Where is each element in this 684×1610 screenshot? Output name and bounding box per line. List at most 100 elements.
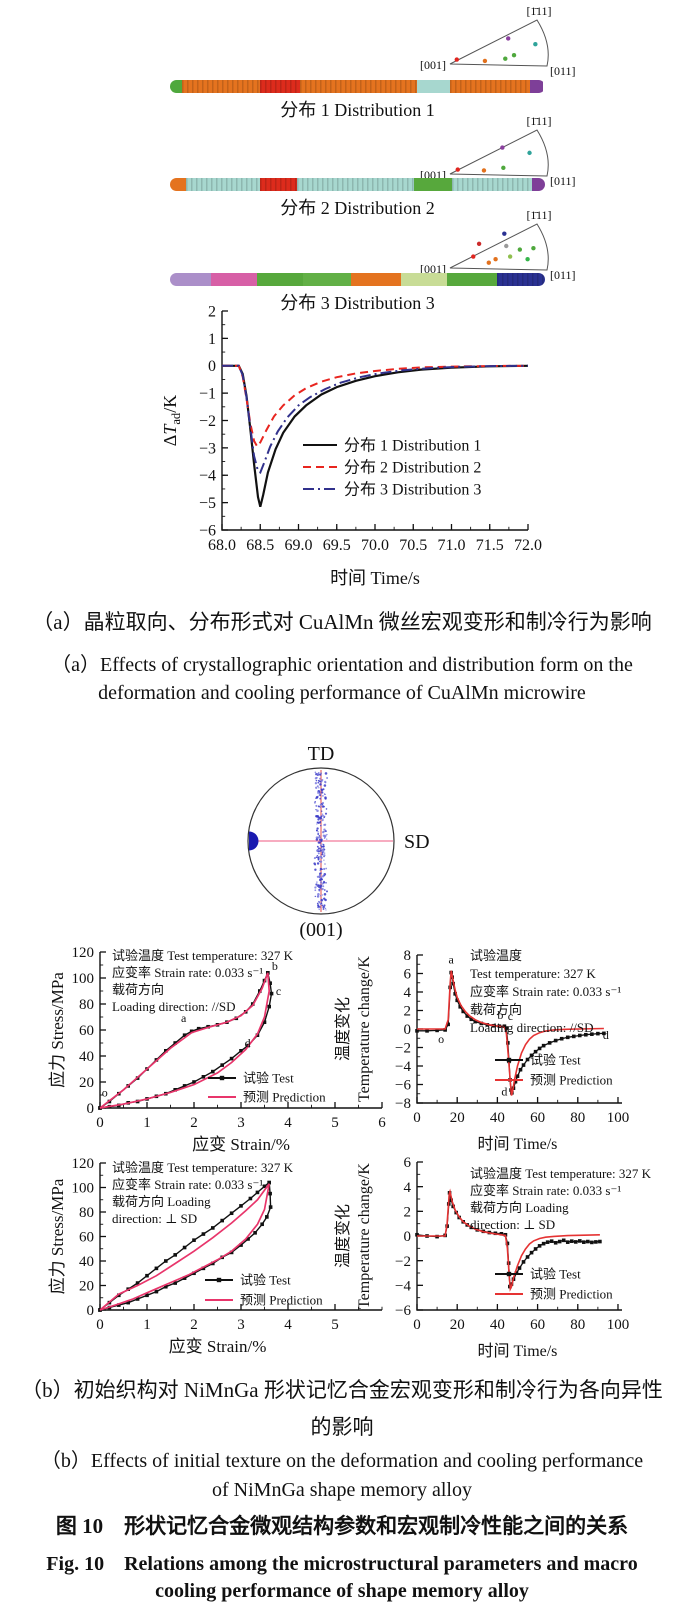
orientation-dot (531, 246, 536, 251)
distribution-strip-1 (170, 80, 545, 93)
svg-text:68.0: 68.0 (208, 537, 236, 554)
svg-text:−6: −6 (395, 1078, 411, 1094)
svg-text:(001): (001) (299, 919, 342, 941)
svg-text:120: 120 (72, 945, 95, 961)
svg-text:−4: −4 (395, 1059, 411, 1075)
svg-text:0: 0 (87, 1303, 95, 1319)
caption-b-english-line1: （b）Effects of initial texture on the def… (40, 1450, 644, 1472)
svg-text:−2: −2 (395, 1041, 411, 1057)
series-line (417, 1188, 600, 1292)
legend-label: 分布 2 Distribution 2 (344, 459, 481, 477)
svg-text:6: 6 (404, 967, 412, 983)
legend-label: 预测 Prediction (243, 1090, 326, 1105)
svg-text:SD: SD (404, 831, 430, 853)
y-axis-label: ΔTad/K (160, 395, 183, 446)
point-label: o (438, 1032, 444, 1046)
grain-segment (532, 178, 545, 191)
svg-text:3: 3 (237, 1317, 245, 1333)
inverse-pole-figure-1: [001] [011] [1̄11] (420, 4, 576, 78)
svg-text:100: 100 (607, 1317, 630, 1333)
orientation-dot (471, 254, 476, 259)
y-axis-label: Temperature change/K (356, 1163, 373, 1309)
test-condition-text: 试验温度 (470, 948, 522, 963)
svg-text:−6: −6 (395, 1303, 411, 1319)
caption-b-english-line2: of NiMnGa shape memory alloy (212, 1479, 472, 1501)
test-condition-text: 应变率 Strain rate: 0.033 s⁻¹ (112, 1177, 263, 1192)
svg-text:4: 4 (284, 1115, 292, 1131)
grain-segment (417, 80, 451, 93)
orientation-dot (454, 57, 459, 62)
svg-text:100: 100 (607, 1110, 630, 1126)
grain-segment (185, 178, 260, 191)
svg-text:60: 60 (530, 1110, 545, 1126)
svg-text:70.5: 70.5 (399, 537, 427, 554)
svg-text:−4: −4 (199, 468, 216, 485)
svg-text:40: 40 (79, 1049, 94, 1065)
y-axis-label: 应力 Stress/MPa (48, 1178, 67, 1294)
caption-b-chinese-line1: （b）初始织构对 NiMnGa 形状记忆合金宏观变形和制冷行为各向异性 (21, 1378, 663, 1402)
svg-text:[001]: [001] (420, 58, 446, 72)
svg-text:−6: −6 (199, 522, 216, 539)
svg-text:0: 0 (208, 358, 216, 375)
grain-segment (170, 273, 212, 286)
svg-text:2: 2 (208, 303, 216, 320)
svg-text:−2: −2 (395, 1254, 411, 1270)
test-condition-text: 试验温度 Test temperature: 327 K (112, 1160, 294, 1175)
svg-text:2: 2 (190, 1317, 198, 1333)
distribution-3-label: 分布 3 Distribution 3 (280, 293, 435, 313)
caption-a-english-line2: deformation and cooling performance of C… (98, 682, 586, 704)
grain-segment (303, 273, 351, 286)
grain-segment (446, 273, 497, 286)
orientation-dot (527, 150, 532, 156)
svg-text:70.0: 70.0 (361, 537, 389, 554)
x-axis-label: 时间 Time/s (330, 568, 420, 588)
grain-segment (451, 178, 533, 191)
stress-strain-perpendicular-sd-chart: 0 1 2 3 4 5 0 20 40 60 80 100 120 应变 Strain/% 应力 Stres… (48, 1156, 383, 1356)
grain-segment (496, 273, 545, 286)
y-axis-label: 应力 Stress/MPa (48, 972, 67, 1088)
legend-label: 分布 3 Distribution 3 (344, 481, 481, 499)
grain-segment (256, 273, 304, 286)
caption-b-chinese-line2: 的影响 (310, 1415, 374, 1439)
grain-segment (259, 80, 301, 93)
orientation-dot (502, 231, 507, 236)
distribution-2-label: 分布 2 Distribution 2 (280, 198, 435, 218)
distribution-strip-3 (170, 273, 545, 286)
legend-label: 试验 Test (530, 1267, 581, 1282)
test-condition-text: Loading direction: //SD (470, 1020, 593, 1035)
svg-text:−8: −8 (395, 1096, 411, 1112)
legend-label: 预测 Prediction (530, 1287, 613, 1302)
caption-a-chinese: （a）晶粒取向、分布形式对 CuAlMn 微丝宏观变形和制冷行为影响 (32, 610, 652, 634)
svg-text:1: 1 (143, 1115, 151, 1131)
svg-text:4: 4 (404, 985, 412, 1001)
svg-text:40: 40 (490, 1317, 505, 1333)
svg-text:71.5: 71.5 (476, 537, 504, 554)
svg-text:−3: −3 (199, 440, 216, 457)
svg-text:40: 40 (490, 1110, 505, 1126)
svg-text:[1̄11]: [1̄11] (526, 208, 551, 222)
point-label: c (508, 1009, 513, 1023)
test-condition-text: 应变率 Strain rate: 0.033 s⁻¹ (112, 965, 263, 980)
svg-text:40: 40 (79, 1254, 94, 1270)
svg-text:80: 80 (79, 997, 94, 1013)
svg-text:−2: −2 (199, 413, 216, 430)
svg-text:2: 2 (190, 1115, 198, 1131)
svg-text:20: 20 (450, 1317, 465, 1333)
orientation-dot (482, 58, 488, 64)
grain-segment (529, 80, 544, 93)
point-label: d (501, 1085, 507, 1099)
test-condition-text: 载荷方向 Loading (470, 1200, 569, 1215)
svg-text:3: 3 (237, 1115, 245, 1131)
svg-text:80: 80 (79, 1205, 94, 1221)
svg-text:120: 120 (72, 1156, 95, 1172)
series-line (222, 364, 529, 449)
svg-text:60: 60 (79, 1230, 94, 1246)
svg-text:20: 20 (79, 1075, 94, 1091)
svg-text:8: 8 (404, 948, 412, 964)
svg-text:0: 0 (413, 1110, 421, 1126)
svg-text:71.0: 71.0 (438, 537, 466, 554)
pole-figure-001: TD SD (001) (247, 743, 430, 941)
series-line (222, 364, 529, 474)
orientation-dot (476, 241, 482, 246)
